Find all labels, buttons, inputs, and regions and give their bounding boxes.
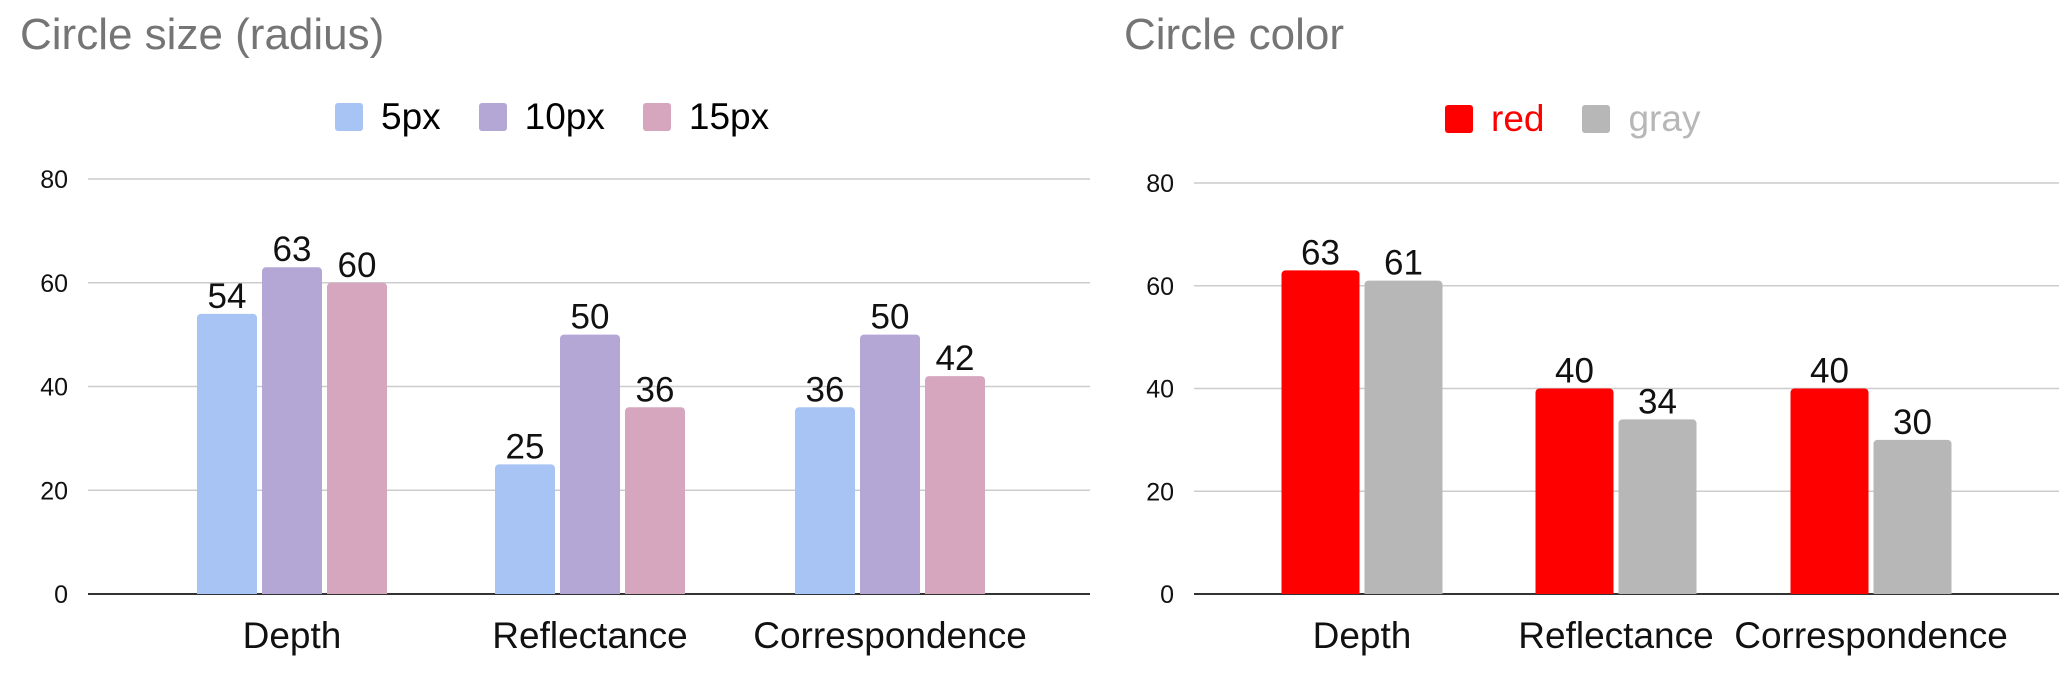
legend-swatch — [1445, 105, 1473, 133]
x-category-label: Correspondence — [1734, 615, 2008, 656]
y-tick-label: 0 — [1160, 581, 1174, 609]
bar — [1618, 419, 1697, 594]
legend-swatch — [335, 103, 363, 131]
bar-base — [625, 588, 685, 594]
bar — [1535, 388, 1614, 594]
bar-base — [1281, 588, 1360, 594]
chart-legend: 5px 10px 15px — [335, 96, 807, 138]
y-tick-label: 40 — [40, 374, 68, 402]
x-category-label: Correspondence — [753, 615, 1027, 656]
bar — [795, 407, 855, 594]
chart-plot-area: 0 20 40 60 80 54 63 60 Depth 25 50 36 Reflectance 36 5… — [40, 166, 1090, 656]
bar — [262, 267, 322, 594]
legend-swatch — [478, 103, 507, 131]
bar — [625, 407, 685, 594]
bar-value-label: 42 — [936, 339, 975, 378]
chart-plot-area: 0 20 40 60 80 63 61 Depth 40 34 Reflectance 40 30 Cor… — [1146, 170, 2059, 656]
legend-item: red — [1445, 98, 1544, 140]
bar — [1364, 280, 1443, 594]
x-category-label: Depth — [1313, 615, 1412, 656]
legend-item: gray — [1582, 98, 1700, 140]
bar-value-label: 63 — [273, 230, 312, 269]
legend-item: 15px — [642, 96, 770, 138]
legend-label: 5px — [381, 96, 441, 137]
legend-item: 5px — [335, 96, 441, 138]
legend-label: red — [1491, 98, 1545, 139]
bar-base — [925, 588, 985, 594]
y-tick-label: 80 — [40, 166, 68, 194]
y-tick-label: 40 — [1146, 376, 1174, 404]
bar — [860, 334, 920, 594]
y-tick-label: 60 — [1146, 273, 1174, 301]
bar-value-label: 40 — [1810, 352, 1849, 391]
bar-base — [1364, 588, 1443, 594]
bar — [560, 334, 620, 594]
legend-label: 15px — [688, 96, 770, 137]
bar-base — [327, 588, 387, 594]
bar-value-label: 34 — [1638, 382, 1677, 421]
bar — [1790, 388, 1869, 594]
bar-base — [262, 588, 322, 594]
bar-value-label: 30 — [1893, 403, 1932, 442]
legend-swatch — [1582, 105, 1611, 133]
bar-value-label: 25 — [506, 427, 545, 466]
y-tick-label: 0 — [54, 581, 68, 609]
x-category-label: Reflectance — [492, 615, 687, 656]
y-tick-label: 80 — [1146, 170, 1174, 198]
bar — [925, 376, 985, 594]
chart-panel-circle-color: Circle color red gray 0 20 40 60 80 63 61 Depth 4… — [1110, 0, 2069, 675]
legend-swatch — [642, 103, 671, 131]
bar — [327, 282, 387, 594]
bar-value-label: 50 — [571, 298, 610, 337]
bar-base — [860, 588, 920, 594]
bar — [1873, 439, 1952, 594]
bar-value-label: 61 — [1384, 244, 1423, 283]
bar-value-label: 40 — [1555, 352, 1594, 391]
bar — [495, 464, 555, 594]
legend-item: 10px — [478, 96, 605, 138]
bar-value-label: 36 — [636, 370, 675, 409]
y-tick-label: 60 — [40, 270, 68, 298]
bar-base — [197, 588, 257, 594]
bar-base — [1790, 588, 1869, 594]
y-tick-label: 20 — [40, 477, 68, 505]
y-tick-label: 20 — [1146, 478, 1174, 506]
bar-value-label: 50 — [871, 298, 910, 337]
bar-base — [795, 588, 855, 594]
bar-base — [1873, 588, 1952, 594]
bar-base — [1618, 588, 1697, 594]
chart-title: Circle size (radius) — [20, 10, 385, 59]
bar-value-label: 60 — [338, 246, 377, 285]
x-category-label: Depth — [243, 615, 342, 656]
bar-value-label: 54 — [208, 277, 247, 316]
bar — [197, 313, 257, 594]
bar-base — [495, 588, 555, 594]
chart-title: Circle color — [1124, 10, 1345, 59]
bar-value-label: 63 — [1301, 233, 1340, 272]
bar-value-label: 36 — [806, 370, 845, 409]
x-category-label: Reflectance — [1518, 615, 1713, 656]
legend-label: 10px — [524, 96, 605, 137]
chart-panel-circle-size: Circle size (radius) 5px 10px 15px 0 20 40 60… — [20, 10, 1090, 656]
legend-label: gray — [1628, 98, 1701, 139]
bar-base — [1535, 588, 1614, 594]
bar — [1281, 270, 1360, 594]
chart-legend: red gray — [1445, 98, 1738, 140]
bar-base — [560, 588, 620, 594]
